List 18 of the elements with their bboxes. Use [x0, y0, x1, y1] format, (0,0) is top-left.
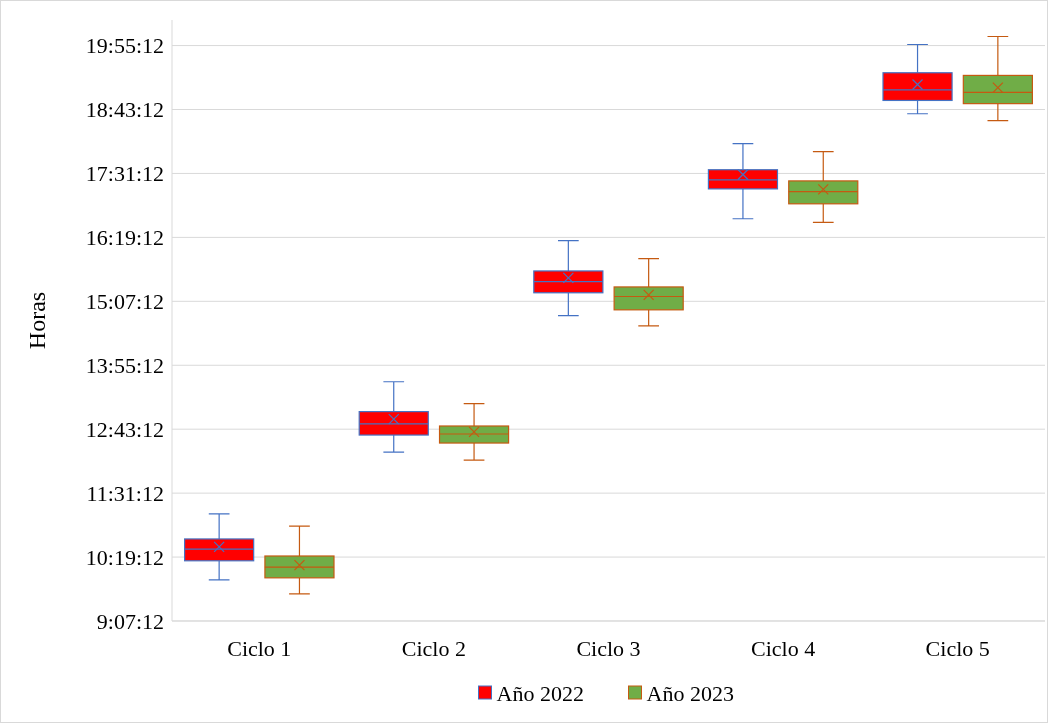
x-tick-label: Ciclo 3 — [576, 636, 641, 661]
y-axis-title: Horas — [24, 291, 50, 350]
y-tick-label: 19:55:12 — [85, 33, 164, 59]
x-tick-label: Ciclo 5 — [925, 636, 990, 661]
y-tick-label: 17:31:12 — [85, 161, 164, 187]
x-tick-label: Ciclo 2 — [401, 636, 466, 661]
y-tick-label: 18:43:12 — [85, 97, 164, 123]
y-tick-label: 15:07:12 — [85, 289, 164, 315]
y-tick-label: 16:19:12 — [85, 225, 164, 251]
y-tick-label: 13:55:12 — [85, 352, 164, 378]
y-tick-label: 10:19:12 — [85, 544, 164, 570]
y-tick-label: 12:43:12 — [85, 416, 164, 442]
legend-label: Año 2022 — [496, 680, 584, 706]
legend-label: Año 2023 — [646, 680, 734, 706]
y-tick-label: 9:07:12 — [96, 608, 164, 634]
x-tick-label: Ciclo 1 — [227, 636, 292, 661]
x-tick-label: Ciclo 4 — [751, 636, 816, 661]
y-tick-label: 11:31:12 — [86, 480, 164, 506]
